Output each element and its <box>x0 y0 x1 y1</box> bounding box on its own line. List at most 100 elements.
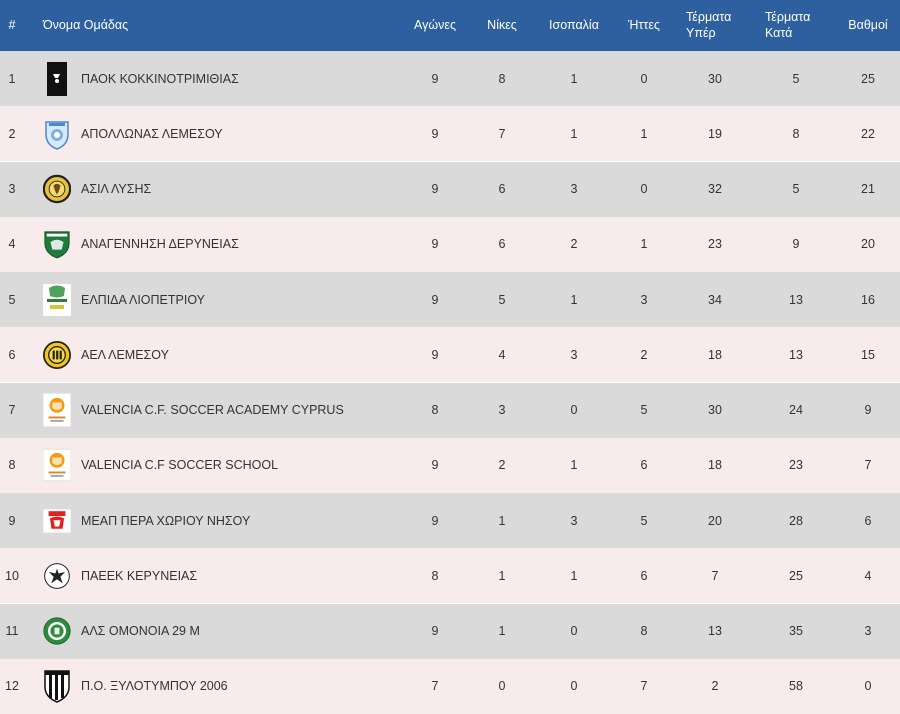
team-cell[interactable]: ΠΑΟΚ ΚΟΚΚΙΝΟΤΡΙΜΙΘΙΑΣ <box>43 51 393 106</box>
table-row[interactable]: 8 VALENCIA C.F SOCCER SCHOOL 9 2 1 6 18 23 7 <box>0 437 900 493</box>
rank-cell: 12 <box>5 679 19 694</box>
team-name[interactable]: Π.Ο. ΞΥΛΟΤΥΜΠΟΥ 2006 <box>81 679 228 694</box>
ga-cell: 5 <box>792 182 800 196</box>
gf-cell: 20 <box>708 513 722 528</box>
team-header[interactable]: Όνομα Ομάδας <box>43 17 129 32</box>
draws-cell: 0 <box>570 679 578 694</box>
gf-cell: 30 <box>708 71 722 86</box>
table-row[interactable]: 10 ΠΑΕΕΚ ΚΕΡΥΝΕΙΑΣ 8 1 1 6 7 25 4 <box>0 548 900 604</box>
table-row[interactable]: 9 ΜΕΑΠ ΠΕΡΑ ΧΩΡΙΟΥ ΝΗΣΟΥ 9 1 3 5 20 28 6 <box>0 493 900 548</box>
team-name[interactable]: VALENCIA C.F SOCCER SCHOOL <box>81 458 279 473</box>
pts-cell: 25 <box>861 71 875 86</box>
team-name[interactable]: ΠΑΕΕΚ ΚΕΡΥΝΕΙΑΣ <box>81 568 198 583</box>
losses-cell: 0 <box>640 182 648 196</box>
team-cell[interactable]: ΜΕΑΠ ΠΕΡΑ ΧΩΡΙΟΥ ΝΗΣΟΥ <box>43 493 393 548</box>
losses-header[interactable]: Ήττες <box>628 17 660 32</box>
team-cell[interactable]: ΠΑΕΕΚ ΚΕΡΥΝΕΙΑΣ <box>43 548 393 603</box>
played-cell: 8 <box>431 403 439 417</box>
played-cell: 9 <box>431 71 439 86</box>
team-name[interactable]: ΑΠΟΛΛΩΝΑΣ ΛΕΜΕΣΟΥ <box>81 126 223 141</box>
played-cell: 9 <box>431 182 439 196</box>
draws-cell: 1 <box>570 126 578 141</box>
table-row[interactable]: 11 ΑΛΣ ΟΜΟΝΟΙΑ 29 Μ 9 1 0 8 13 35 3 <box>0 603 900 659</box>
anagennisi-badge <box>43 229 71 259</box>
table-row[interactable]: 5 ΕΛΠΙΔΑ ΛΙΟΠΕΤΡΙΟΥ 9 5 1 3 34 13 16 <box>0 272 900 327</box>
goals-for-header[interactable]: Τέρματα Υπέρ <box>686 0 756 51</box>
rank-cell: 8 <box>8 458 16 473</box>
pts-cell: 16 <box>861 292 875 307</box>
table-row[interactable]: 6 ΑΕΛ ΛΕΜΕΣΟΥ 9 4 3 2 18 13 15 <box>0 327 900 383</box>
team-cell[interactable]: VALENCIA C.F SOCCER SCHOOL <box>43 438 393 493</box>
table-row[interactable]: 12 Π.Ο. ΞΥΛΟΤΥΜΠΟΥ 2006 7 0 0 7 2 58 0 <box>0 658 900 714</box>
wins-cell: 1 <box>498 513 506 528</box>
team-name[interactable]: VALENCIA C.F. SOCCER ACADEMY CYPRUS <box>81 403 344 417</box>
ga-cell: 35 <box>789 624 803 638</box>
rank-cell: 3 <box>8 182 16 196</box>
team-name[interactable]: ΠΑΟΚ ΚΟΚΚΙΝΟΤΡΙΜΙΘΙΑΣ <box>81 71 239 86</box>
table-row[interactable]: 4 ΑΝΑΓΕΝΝΗΣΗ ΔΕΡΥΝΕΙΑΣ 9 6 2 1 23 9 20 <box>0 216 900 272</box>
gf-cell: 30 <box>708 403 722 417</box>
gf-cell: 13 <box>708 624 722 638</box>
rank-cell: 1 <box>8 71 16 86</box>
team-cell[interactable]: VALENCIA C.F. SOCCER ACADEMY CYPRUS <box>43 383 393 438</box>
losses-cell: 2 <box>640 347 648 362</box>
team-cell[interactable]: ΕΛΠΙΔΑ ΛΙΟΠΕΤΡΙΟΥ <box>43 272 393 327</box>
team-cell[interactable]: ΑΠΟΛΛΩΝΑΣ ΛΕΜΕΣΟΥ <box>43 106 393 161</box>
ael-badge <box>43 340 71 370</box>
rank-header[interactable]: # <box>8 17 16 32</box>
team-name[interactable]: ΑΣΙΛ ΛΥΣΗΣ <box>81 182 152 196</box>
gf-cell: 23 <box>708 237 722 252</box>
losses-cell: 5 <box>640 513 648 528</box>
played-cell: 8 <box>431 568 439 583</box>
draws-cell: 0 <box>570 624 578 638</box>
table-row[interactable]: 7 VALENCIA C.F. SOCCER ACADEMY CYPRUS 8 3 0 5… <box>0 382 900 438</box>
pts-cell: 3 <box>864 624 872 638</box>
team-name[interactable]: ΑΕΛ ΛΕΜΕΣΟΥ <box>81 347 169 362</box>
team-name[interactable]: ΑΝΑΓΕΝΝΗΣΗ ΔΕΡΥΝΕΙΑΣ <box>81 237 239 252</box>
team-cell[interactable]: ΑΛΣ ΟΜΟΝΟΙΑ 29 Μ <box>43 604 393 659</box>
goals-against-header-line1: Τέρματα <box>765 9 811 24</box>
draws-cell: 3 <box>570 347 578 362</box>
table-row[interactable]: 1 ΠΑΟΚ ΚΟΚΚΙΝΟΤΡΙΜΙΘΙΑΣ 9 8 1 0 30 5 25 <box>0 51 900 106</box>
rank-cell: 6 <box>8 347 16 362</box>
wins-cell: 6 <box>498 182 506 196</box>
played-cell: 9 <box>431 126 439 141</box>
pts-cell: 20 <box>861 237 875 252</box>
draws-cell: 1 <box>570 71 578 86</box>
goals-for-header-line2: Υπέρ <box>686 25 716 40</box>
wins-cell: 2 <box>498 458 506 473</box>
team-cell[interactable]: ΑΣΙΛ ΛΥΣΗΣ <box>43 162 393 217</box>
draws-cell: 1 <box>570 292 578 307</box>
team-name[interactable]: ΕΛΠΙΔΑ ΛΙΟΠΕΤΡΙΟΥ <box>81 292 205 307</box>
pts-cell: 7 <box>864 458 872 473</box>
played-header[interactable]: Αγώνες <box>414 17 456 32</box>
points-header[interactable]: Βαθμοί <box>848 17 888 32</box>
wins-header[interactable]: Νίκες <box>487 17 517 32</box>
rank-cell: 11 <box>5 624 19 638</box>
wins-cell: 0 <box>498 679 506 694</box>
losses-cell: 6 <box>640 568 648 583</box>
wins-cell: 1 <box>498 624 506 638</box>
team-name[interactable]: ΜΕΑΠ ΠΕΡΑ ΧΩΡΙΟΥ ΝΗΣΟΥ <box>81 513 251 528</box>
rank-cell: 5 <box>8 292 16 307</box>
played-cell: 7 <box>431 679 439 694</box>
pts-cell: 22 <box>861 126 875 141</box>
played-cell: 9 <box>431 458 439 473</box>
elpida-badge <box>43 283 71 316</box>
ga-cell: 13 <box>789 347 803 362</box>
table-header: # Όνομα Ομάδας Αγώνες Νίκες Ισοπαλία Ήττ… <box>0 0 900 51</box>
played-cell: 9 <box>431 624 439 638</box>
goals-against-header[interactable]: Τέρματα Κατά <box>765 0 835 51</box>
ga-cell: 5 <box>792 71 800 86</box>
draws-header[interactable]: Ισοπαλία <box>549 17 599 32</box>
team-cell[interactable]: ΑΕΛ ΛΕΜΕΣΟΥ <box>43 327 393 382</box>
team-name[interactable]: ΑΛΣ ΟΜΟΝΟΙΑ 29 Μ <box>81 624 200 638</box>
team-cell[interactable]: ΑΝΑΓΕΝΝΗΣΗ ΔΕΡΥΝΕΙΑΣ <box>43 217 393 272</box>
table-row[interactable]: 3 ΑΣΙΛ ΛΥΣΗΣ 9 6 3 0 32 5 21 <box>0 161 900 217</box>
draws-cell: 1 <box>570 568 578 583</box>
table-row[interactable]: 2 ΑΠΟΛΛΩΝΑΣ ΛΕΜΕΣΟΥ 9 7 1 1 19 8 22 <box>0 106 900 162</box>
gf-cell: 34 <box>708 292 722 307</box>
ga-cell: 24 <box>789 403 803 417</box>
team-cell[interactable]: Π.Ο. ΞΥΛΟΤΥΜΠΟΥ 2006 <box>43 659 393 714</box>
rank-cell: 9 <box>8 513 16 528</box>
